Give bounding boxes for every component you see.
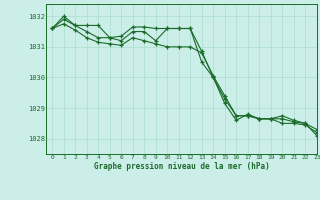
X-axis label: Graphe pression niveau de la mer (hPa): Graphe pression niveau de la mer (hPa) [94,162,269,171]
